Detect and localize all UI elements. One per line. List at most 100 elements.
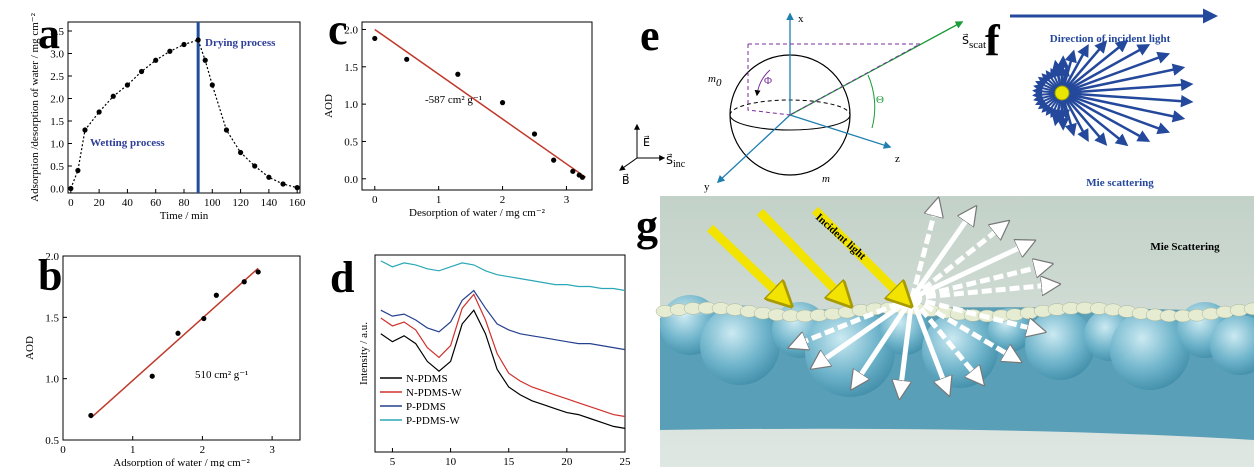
data-point [124,82,131,88]
panel-label: f [985,16,1001,65]
data-point [570,168,576,174]
series-line [380,293,626,418]
plot-frame [374,254,626,453]
data-point [237,149,244,156]
projection [747,43,921,116]
droplet [700,305,780,385]
data-point [181,41,187,48]
y-tick-label: 0.5 [50,161,64,173]
y-tick-label: 0.5 [344,136,358,148]
axis-name: z [895,153,900,165]
x-tick-label: 2 [500,194,506,206]
scatter-arrow [1061,91,1186,123]
data-point [531,131,538,137]
x-tick-label: 0 [68,197,74,209]
y-tick-label: 2.0 [344,24,358,36]
incident-ray [706,224,785,300]
y-tick-label: 1.5 [45,312,59,324]
m0: m [708,73,716,85]
data-point [96,109,102,115]
legend-label: N-PDMS [406,373,448,385]
data-point [68,185,74,192]
droplet [1210,315,1254,375]
data-point [201,315,207,322]
phi-arc [754,69,771,97]
data-point [280,181,286,187]
data-point [82,127,88,133]
plot-frame [62,255,301,441]
panel-label: d [330,253,354,302]
series-line [380,260,626,292]
x-tick-label: 1 [130,444,136,456]
e-field-label: E⃗ [643,135,650,149]
x-tick-label: 2 [200,444,206,456]
scattered-ray [909,204,937,299]
surface-droplet [1243,302,1254,316]
theta-arc [867,74,876,129]
x-tick-label: 0 [60,444,66,456]
data-point [213,292,219,298]
x-tick-label: 100 [204,197,221,209]
s-inc: S⃗ [666,153,673,167]
x-tick-label: 60 [150,197,162,209]
data-point [195,37,201,43]
fit-line [90,267,259,419]
data-point [202,57,208,63]
data-point [167,48,173,54]
medium-label: m0 [708,73,722,89]
s-scat: S⃗ [962,33,969,47]
scattered-ray [910,296,980,380]
scattered-ray [911,295,1039,330]
scattered-ray [909,212,972,300]
annotation: Drying process [205,37,276,49]
x-tick-label: 25 [620,456,632,467]
scatter-arrow [1061,44,1151,95]
droplet [1110,310,1190,390]
y-tick-label: 0.0 [50,184,64,196]
data-point [153,57,159,63]
legend-label: P-PDMS [406,401,446,413]
y-tick-label: 0.0 [344,174,358,186]
incident-ray [811,206,905,300]
b-field-label: B⃗ [622,173,630,187]
scatter-arrow [1061,51,1171,95]
sphere-label: m [822,173,830,185]
panel-e: e x z y m0 m Φ Θ S⃗scat E⃗ S⃗inc B⃗ [619,11,986,193]
x-axis-title: Adsorption of water / mg cm⁻² [113,457,250,467]
data-point [579,174,586,180]
scattered-ray [900,297,915,392]
data-point [455,71,461,77]
data-point [149,373,155,379]
s-inc-label: S⃗inc [666,153,686,170]
data-point [138,68,145,75]
caption: Mie scattering [1086,177,1154,189]
scatter-arrow [1061,91,1171,135]
annotation: 510 cm² g⁻¹ [195,369,248,381]
plot-frame [361,21,593,191]
panel-label: g [636,201,658,250]
fit-line [374,28,587,178]
y-axis-title: AOD [323,94,335,118]
scattered-ray [911,285,1053,301]
direction-label: Direction of incident light [1050,33,1171,45]
scatter-arrow [1061,92,1108,146]
data-point [551,157,557,163]
data-point [372,35,378,42]
scattered-ray [855,296,915,384]
data-point [110,93,116,99]
y-axis-title: AOD [24,336,36,360]
scatter-arrow [1061,39,1129,94]
series-line [380,309,626,429]
panel-label: e [640,11,660,60]
y-axis-title: Intensity / a.u. [358,322,370,385]
series-line [70,39,298,189]
y-axis [716,114,791,184]
data-point [499,100,506,106]
caption: Mie Scattering [1150,241,1220,253]
scattered-ray [910,295,1015,359]
scatter-arrow [1060,92,1089,143]
panel-g: Incident light Mie Scattering g [636,196,1254,467]
axis-name: x [798,13,804,25]
axis-name: y [704,181,710,193]
